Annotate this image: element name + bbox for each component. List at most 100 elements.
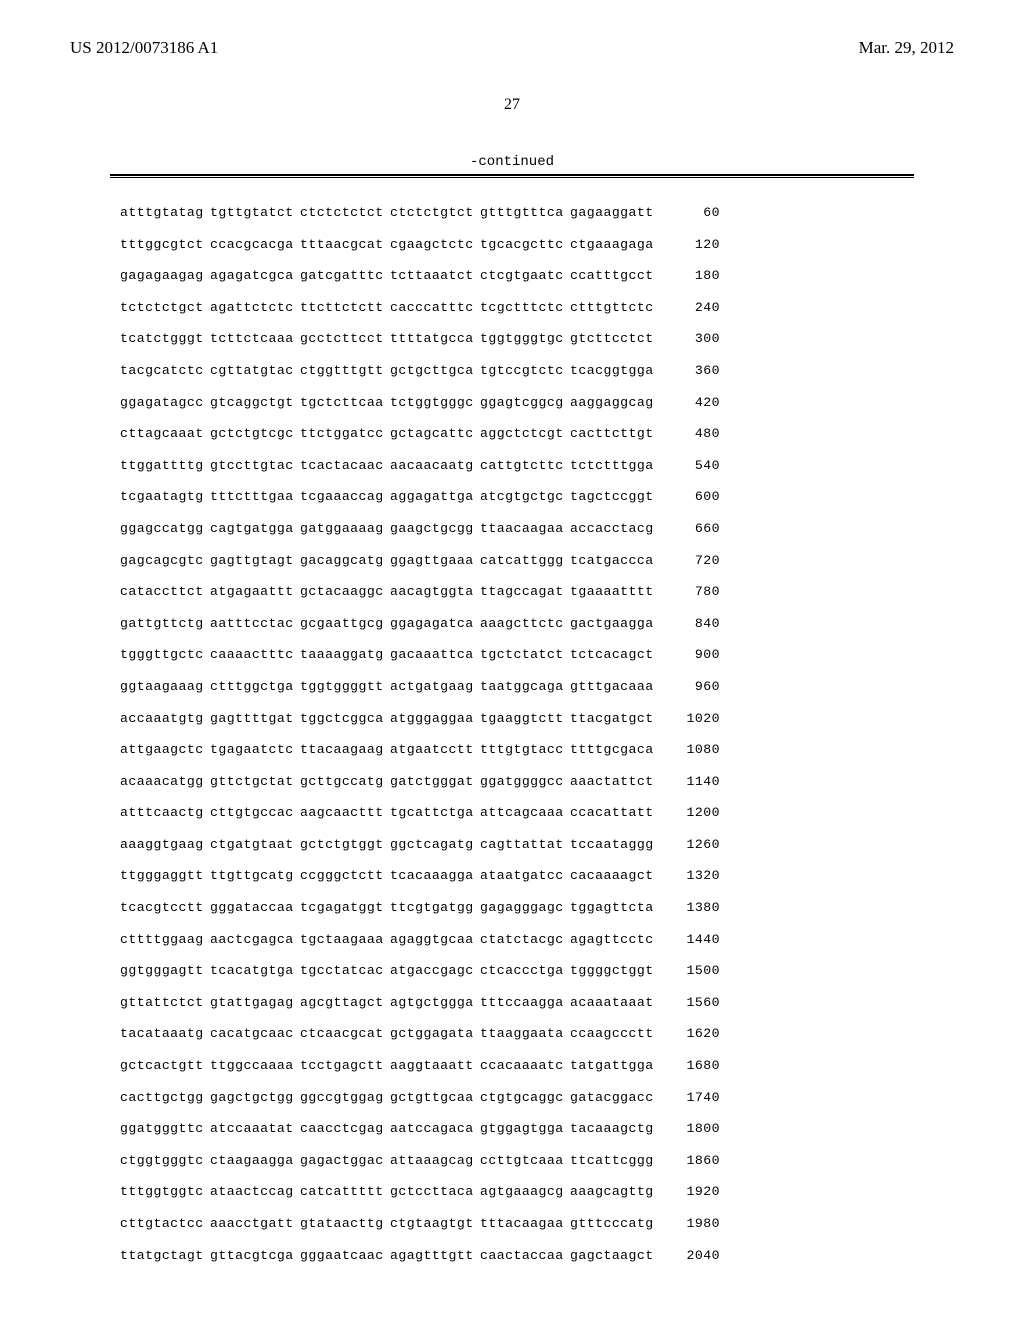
sequence-group: tttaacgcat (300, 238, 390, 251)
sequence-group: tggtggggtt (300, 680, 390, 693)
sequence-line: ggagccatggcagtgatggagatggaaaaggaagctgcgg… (120, 522, 720, 554)
sequence-group: atttgtatag (120, 206, 210, 219)
sequence-group: tgaaaatttt (570, 585, 660, 598)
sequence-group: ttcgtgatgg (390, 901, 480, 914)
sequence-group: ctaagaagga (210, 1154, 300, 1167)
sequence-group: gctgttgcaa (390, 1091, 480, 1104)
sequence-group: agagtttgtt (390, 1249, 480, 1262)
sequence-group: aaactattct (570, 775, 660, 788)
sequence-group: ggagatagcc (120, 396, 210, 409)
sequence-group: cagtgatgga (210, 522, 300, 535)
sequence-line: ggtaagaaagctttggctgatggtggggttactgatgaag… (120, 680, 720, 712)
sequence-line: cttttggaagaactcgagcatgctaagaaaagaggtgcaa… (120, 933, 720, 965)
sequence-line: ggatgggttcatccaaatatcaacctcgagaatccagaca… (120, 1122, 720, 1154)
sequence-group: tgctctatct (480, 648, 570, 661)
sequence-group: tcacaaagga (390, 869, 480, 882)
sequence-group: ggatggggcc (480, 775, 570, 788)
sequence-group: ctctctctct (300, 206, 390, 219)
sequence-group: gtattgagag (210, 996, 300, 1009)
sequence-group: gtccttgtac (210, 459, 300, 472)
sequence-position: 1620 (668, 1027, 720, 1040)
sequence-group: ttgggaggtt (120, 869, 210, 882)
sequence-group: cttagcaaat (120, 427, 210, 440)
sequence-group: gacaggcatg (300, 554, 390, 567)
sequence-group: aaagcagttg (570, 1185, 660, 1198)
sequence-group: atccaaatat (210, 1122, 300, 1135)
sequence-group: cacccatttc (390, 301, 480, 314)
sequence-position: 1980 (668, 1217, 720, 1230)
sequence-group: gctagcattc (390, 427, 480, 440)
sequence-line: atttgtatagtgttgtatctctctctctctctctctgtct… (120, 206, 720, 238)
sequence-group: tcacggtgga (570, 364, 660, 377)
publication-number: US 2012/0073186 A1 (70, 38, 218, 58)
sequence-group: aatccagaca (390, 1122, 480, 1135)
sequence-group: tttggcgtct (120, 238, 210, 251)
sequence-group: gatctgggat (390, 775, 480, 788)
sequence-group: ggtgggagtt (120, 964, 210, 977)
sequence-group: ttctggatcc (300, 427, 390, 440)
sequence-position: 420 (668, 396, 720, 409)
sequence-group: gctccttaca (390, 1185, 480, 1198)
sequence-group: caacctcgag (300, 1122, 390, 1135)
sequence-group: cgaagctctc (390, 238, 480, 251)
sequence-group: tctctctgct (120, 301, 210, 314)
sequence-group: tggtgggtgc (480, 332, 570, 345)
sequence-line: acaaacatgggttctgctatgcttgccatggatctgggat… (120, 775, 720, 807)
sequence-group: gatggaaaag (300, 522, 390, 535)
sequence-group: ctggtgggtc (120, 1154, 210, 1167)
sequence-group: agtgctggga (390, 996, 480, 1009)
sequence-group: gagaaggatt (570, 206, 660, 219)
sequence-group: tatgattgga (570, 1059, 660, 1072)
sequence-group: tggagttcta (570, 901, 660, 914)
sequence-line: ttatgctagtgttacgtcgagggaatcaacagagtttgtt… (120, 1249, 720, 1281)
sequence-group: taatggcaga (480, 680, 570, 693)
sequence-group: tccaataggg (570, 838, 660, 851)
sequence-line: ttgggaggttttgttgcatgccgggctctttcacaaagga… (120, 869, 720, 901)
sequence-position: 540 (668, 459, 720, 472)
sequence-group: ggatgggttc (120, 1122, 210, 1135)
sequence-line: gttattctctgtattgagagagcgttagctagtgctggga… (120, 996, 720, 1028)
sequence-group: gtcttcctct (570, 332, 660, 345)
sequence-group: gttattctct (120, 996, 210, 1009)
sequence-line: tttggtggtcataactccagcatcatttttgctccttaca… (120, 1185, 720, 1217)
sequence-group: ttatgctagt (120, 1249, 210, 1262)
sequence-group: agattctctc (210, 301, 300, 314)
sequence-group: gttctgctat (210, 775, 300, 788)
sequence-group: ctggtttgtt (300, 364, 390, 377)
sequence-position: 840 (668, 617, 720, 630)
sequence-group: gcgaattgcg (300, 617, 390, 630)
sequence-group: catcattttt (300, 1185, 390, 1198)
sequence-group: tgcacgcttc (480, 238, 570, 251)
sequence-group: agtgaaagcg (480, 1185, 570, 1198)
sequence-group: tttctttgaa (210, 490, 300, 503)
sequence-group: cagttattat (480, 838, 570, 851)
sequence-line: tttggcgtctccacgcacgatttaacgcatcgaagctctc… (120, 238, 720, 270)
sequence-group: tcgagatggt (300, 901, 390, 914)
sequence-group: attgaagctc (120, 743, 210, 756)
sequence-position: 1920 (668, 1185, 720, 1198)
sequence-group: tcttaaatct (390, 269, 480, 282)
sequence-group: tgcattctga (390, 806, 480, 819)
sequence-line: tgggttgctccaaaactttctaaaaggatggacaaattca… (120, 648, 720, 680)
sequence-position: 1260 (668, 838, 720, 851)
sequence-group: ttacgatgct (570, 712, 660, 725)
sequence-group: caaaactttc (210, 648, 300, 661)
sequence-group: tgctaagaaa (300, 933, 390, 946)
sequence-group: aacagtggta (390, 585, 480, 598)
sequence-group: ctttggctga (210, 680, 300, 693)
sequence-group: ataactccag (210, 1185, 300, 1198)
sequence-group: caactaccaa (480, 1249, 570, 1262)
sequence-group: tcgaatagtg (120, 490, 210, 503)
sequence-line: ctggtgggtcctaagaaggagagactggacattaaagcag… (120, 1154, 720, 1186)
sequence-group: attcagcaaa (480, 806, 570, 819)
sequence-group: acaaacatgg (120, 775, 210, 788)
sequence-group: ctcaccctga (480, 964, 570, 977)
sequence-group: ttttatgcca (390, 332, 480, 345)
sequence-group: gtttgacaaa (570, 680, 660, 693)
sequence-group: aaagcttctc (480, 617, 570, 630)
sequence-group: gacaaattca (390, 648, 480, 661)
sequence-group: ttggattttg (120, 459, 210, 472)
sequence-line: atttcaactgcttgtgccacaagcaacttttgcattctga… (120, 806, 720, 838)
sequence-position: 360 (668, 364, 720, 377)
sequence-group: gtataacttg (300, 1217, 390, 1230)
